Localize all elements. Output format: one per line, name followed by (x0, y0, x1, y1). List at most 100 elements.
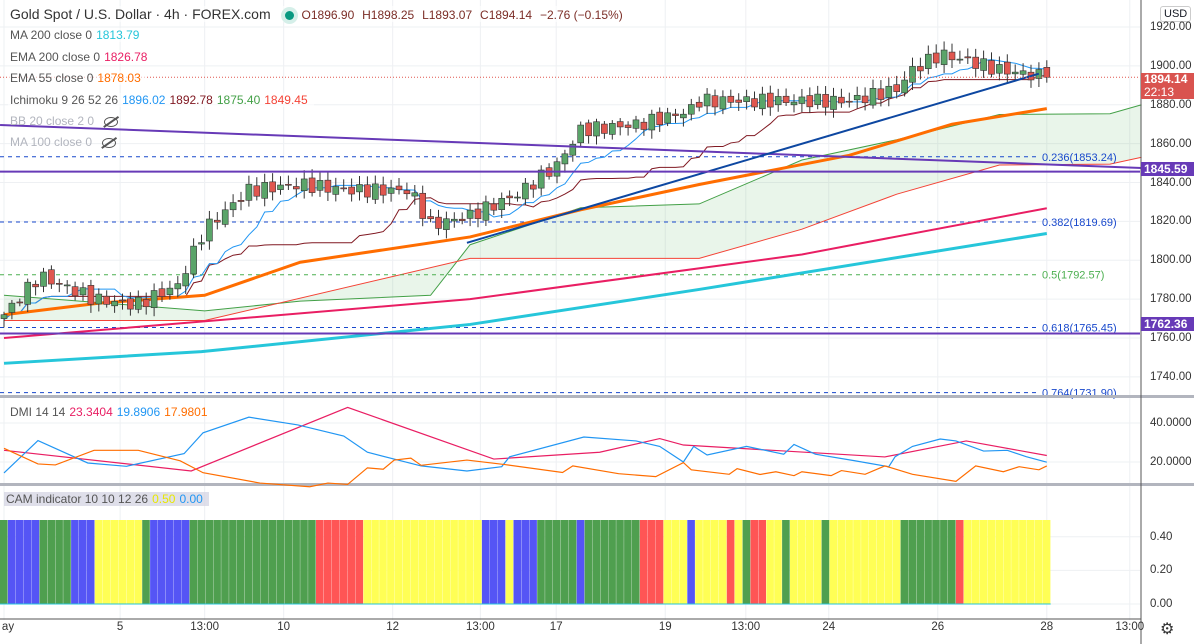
price-tick-label: 1760.00 (1150, 332, 1192, 345)
candle (861, 95, 869, 104)
candle (537, 169, 545, 189)
cam-bar (410, 520, 419, 604)
cam-bar (639, 520, 648, 604)
legend-ma100[interactable]: MA 100 close 0 (8, 135, 122, 149)
legend-ema200[interactable]: EMA 200 close 0 1826.78 (8, 50, 154, 64)
pane-separator (0, 483, 1194, 486)
candle (1011, 71, 1019, 75)
cam-bar (1011, 520, 1019, 604)
time-tick-label: 19 (658, 621, 672, 633)
dmi-plusminus-di-line (3, 416, 1047, 474)
cam-bar (766, 520, 774, 604)
legend-bb[interactable]: BB 20 close 2 0 (8, 114, 124, 128)
candle (814, 93, 822, 105)
cam-bar (197, 520, 206, 604)
cam-bar (418, 520, 427, 604)
indicator-value: 1875.40 (216, 93, 261, 107)
legend-ma200[interactable]: MA 200 close 0 1813.79 (8, 28, 146, 42)
candle (932, 52, 940, 64)
time-tick-label: 13:00 (190, 621, 220, 633)
cam-bar (687, 520, 695, 604)
candle (869, 88, 877, 106)
fib-level-label: 0.618(1765.45) (1042, 322, 1117, 334)
cam-bar (940, 520, 948, 604)
indicator-value: 1878.03 (97, 71, 141, 85)
cam-bar (426, 520, 435, 604)
cam-bar (221, 520, 229, 604)
cam-bar (711, 520, 719, 604)
candle (798, 96, 806, 104)
price-tick-label: 1840.00 (1150, 176, 1192, 189)
candle (340, 187, 348, 190)
time-tick-label: 24 (822, 621, 836, 633)
cam-bar (55, 520, 63, 604)
eye-slash-icon[interactable] (102, 137, 117, 148)
cam-bar (521, 520, 529, 604)
candle (806, 95, 814, 108)
cam-bar (308, 520, 316, 604)
cam-bar (663, 520, 672, 604)
candle (727, 95, 735, 103)
legend-cam[interactable]: CAM indicator 10 10 12 26 0.50 0.00 (4, 492, 209, 506)
indicator-name: EMA 55 close 0 (10, 71, 94, 85)
symbol-title[interactable]: Gold Spot / U.S. Dollar · 4h · FOREX.com (10, 6, 271, 22)
candle (648, 113, 656, 131)
cam-bar (497, 520, 506, 604)
price-tick-label: 1740.00 (1150, 370, 1192, 383)
cam-bar (458, 520, 466, 604)
candle (119, 299, 126, 302)
cam-bar (189, 520, 198, 604)
ema200-line (3, 207, 1047, 340)
candle (948, 51, 956, 61)
candle (577, 124, 585, 144)
level-tag: 1762.36 (1141, 317, 1194, 331)
cam-bar (79, 520, 87, 604)
pane-separator (0, 395, 1194, 398)
candle (419, 192, 427, 219)
currency-label[interactable]: USD (1160, 6, 1192, 22)
settings-gear-icon[interactable]: ⚙ (1160, 621, 1175, 638)
candle (838, 96, 845, 104)
candle (964, 56, 972, 59)
cam-bar (655, 520, 664, 604)
cam-bar (1042, 520, 1051, 604)
candle (190, 245, 197, 275)
candle (466, 209, 474, 219)
candle (332, 186, 340, 195)
legend-dmi[interactable]: DMI 14 14 23.3404 19.8906 17.9801 (8, 405, 214, 419)
cam-bar (560, 520, 569, 604)
eye-slash-icon[interactable] (104, 116, 119, 127)
cam-bar (790, 520, 798, 604)
cam-bar (971, 520, 980, 604)
candle (624, 124, 632, 128)
time-tick-label: 17 (549, 621, 563, 633)
cam-bar (150, 520, 158, 604)
cam-bar (616, 520, 624, 604)
cam-bar (513, 520, 522, 604)
candle (364, 184, 371, 198)
cam-bar (995, 520, 1003, 604)
cam-bar (1003, 520, 1011, 604)
time-tick-label: 28 (1040, 621, 1054, 633)
cam-bar (584, 520, 593, 604)
indicator-value: 1813.79 (96, 28, 140, 42)
high-value: H1898.25 (362, 8, 415, 22)
candle (735, 99, 743, 103)
cam-bar (94, 520, 103, 604)
cam-bar (0, 520, 8, 604)
time-tick-label: 12 (386, 621, 400, 633)
candle (24, 281, 32, 305)
cam-bar (339, 520, 348, 604)
candle (221, 209, 229, 225)
candle (71, 286, 79, 297)
candle (16, 301, 24, 304)
legend-ema55[interactable]: EMA 55 close 0 1878.03 (8, 71, 147, 85)
indicator-name: DMI 14 14 (10, 405, 66, 419)
legend-ichimoku[interactable]: Ichimoku 9 26 52 26 1896.02 1892.78 1875.40… (8, 93, 314, 107)
candle (514, 196, 521, 199)
candle (253, 185, 261, 197)
low-value: L1893.07 (422, 8, 473, 22)
cam-bar (165, 520, 174, 604)
time-tick-label: 26 (931, 621, 945, 633)
